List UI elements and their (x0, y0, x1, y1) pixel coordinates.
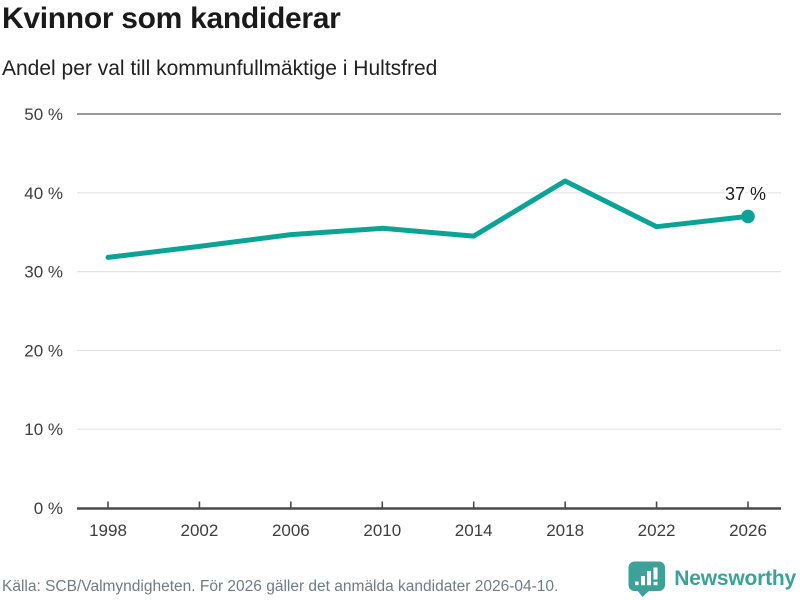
x-tick-label: 2002 (181, 521, 219, 540)
data-line (105, 178, 751, 260)
end-point-value-label: 37 % (725, 184, 766, 204)
y-tick-label: 50 % (24, 105, 63, 124)
chart-subtitle: Andel per val till kommunfullmäktige i H… (2, 57, 438, 80)
x-tick-label: 2014 (455, 521, 493, 540)
y-tick-label: 10 % (24, 420, 63, 439)
x-tick-label: 2022 (638, 521, 676, 540)
newsworthy-logo-link[interactable]: Newsworthy (628, 561, 796, 597)
chart-title: Kvinnor som kandiderar (2, 2, 341, 35)
x-tick-label: 2010 (363, 521, 401, 540)
x-tick-label: 2006 (272, 521, 310, 540)
end-point-dot (741, 209, 755, 224)
y-tick-label: 20 % (24, 341, 63, 360)
x-tick-label: 2026 (729, 521, 767, 540)
newsworthy-bubble-icon (628, 561, 666, 597)
source-note: Källa: SCB/Valmyndigheten. För 2026 gäll… (2, 578, 559, 595)
newsworthy-wordmark: Newsworthy (674, 567, 796, 590)
y-tick-label: 40 % (24, 184, 63, 203)
x-tick-label: 1998 (89, 521, 127, 540)
y-tick-label: 30 % (24, 263, 63, 282)
y-tick-label: 0 % (34, 499, 63, 518)
x-tick-label: 2018 (546, 521, 584, 540)
